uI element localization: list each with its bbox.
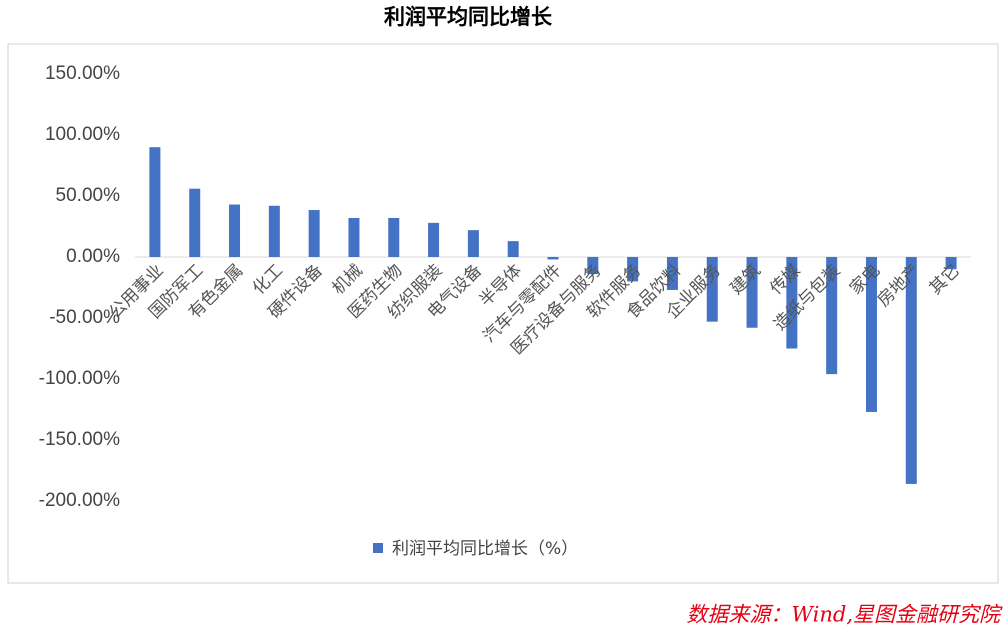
- y-tick-label: -50.00%: [49, 307, 120, 328]
- bar: [587, 257, 599, 275]
- bar: [467, 230, 479, 257]
- bar: [268, 205, 280, 257]
- bar: [666, 257, 678, 290]
- bar: [826, 257, 838, 375]
- y-tick-label: 150.00%: [45, 63, 120, 84]
- bar: [388, 217, 400, 257]
- y-tick-label: 100.00%: [45, 124, 120, 145]
- bar: [905, 257, 917, 484]
- y-tick-label: -200.00%: [39, 490, 120, 511]
- chart-title: 利润平均同比增长: [384, 5, 553, 29]
- bar: [547, 257, 559, 260]
- bar: [746, 257, 758, 328]
- y-tick-label: 0.00%: [66, 246, 120, 267]
- bar: [308, 210, 320, 257]
- y-tick-label: -150.00%: [39, 429, 120, 450]
- bar: [786, 257, 798, 349]
- bar: [189, 188, 201, 257]
- bar: [507, 241, 519, 257]
- legend-label: 利润平均同比增长（%）: [392, 539, 578, 559]
- bar: [149, 147, 161, 257]
- bar: [945, 257, 957, 270]
- legend-swatch: [373, 543, 383, 553]
- source-note: 数据来源：Wind,星图金融研究院: [686, 603, 1003, 627]
- bar: [428, 222, 440, 257]
- bar: [229, 204, 241, 257]
- bar: [348, 217, 360, 257]
- bar: [706, 257, 718, 322]
- y-tick-label: -100.00%: [39, 368, 120, 389]
- y-tick-label: 50.00%: [56, 185, 121, 206]
- bar: [627, 257, 639, 282]
- bar: [865, 257, 877, 412]
